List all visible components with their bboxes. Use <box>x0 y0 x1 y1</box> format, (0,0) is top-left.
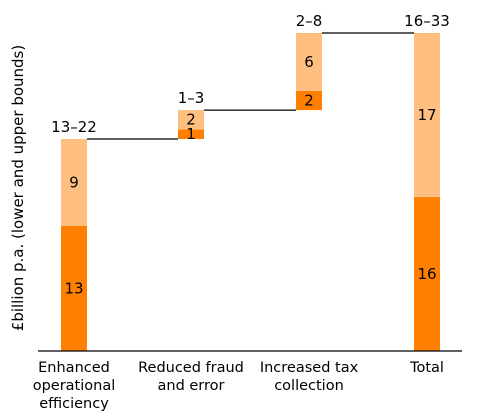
connectors-group <box>87 32 414 140</box>
y-axis-label: £billion p.a. (lower and upper bounds) <box>9 45 27 331</box>
x-tick-label: operational <box>33 378 116 394</box>
x-tick-labels: Enhanced operational efficiency Reduced fra… <box>33 360 444 412</box>
segment-value-label: 2 <box>304 91 314 109</box>
bar-lower-segment <box>178 129 204 139</box>
bar-lower-segment <box>296 90 322 111</box>
bar-upper-segment <box>414 33 440 197</box>
range-label: 13–22 <box>51 118 97 136</box>
segment-value-label: 6 <box>304 53 314 71</box>
range-label: 16–33 <box>404 12 450 30</box>
x-tick-label: and error <box>158 378 225 394</box>
range-label: 2–8 <box>296 12 323 30</box>
segment-value-label: 16 <box>417 265 436 283</box>
x-tick-label: Increased tax <box>260 360 359 376</box>
x-tick-label: collection <box>274 378 344 394</box>
bar-upper-segment <box>61 139 87 226</box>
bar-lower-segment <box>61 225 87 351</box>
segment-value-label: 13 <box>64 279 83 297</box>
range-label: 1–3 <box>178 89 205 107</box>
x-tick-label: efficiency <box>39 396 109 412</box>
x-tick-label: Enhanced <box>38 360 110 376</box>
segment-value-label: 9 <box>69 173 79 191</box>
x-tick-label: Reduced fraud <box>138 360 244 376</box>
segment-value-label: 1 <box>186 125 196 143</box>
bars-group <box>61 33 440 351</box>
bar-upper-segment <box>178 110 204 130</box>
segment-value-label: 17 <box>417 106 436 124</box>
bar-lower-segment <box>414 196 440 351</box>
segment-value-label: 2 <box>186 111 196 129</box>
bar-upper-segment <box>296 33 322 91</box>
x-tick-label: Total <box>409 360 444 376</box>
